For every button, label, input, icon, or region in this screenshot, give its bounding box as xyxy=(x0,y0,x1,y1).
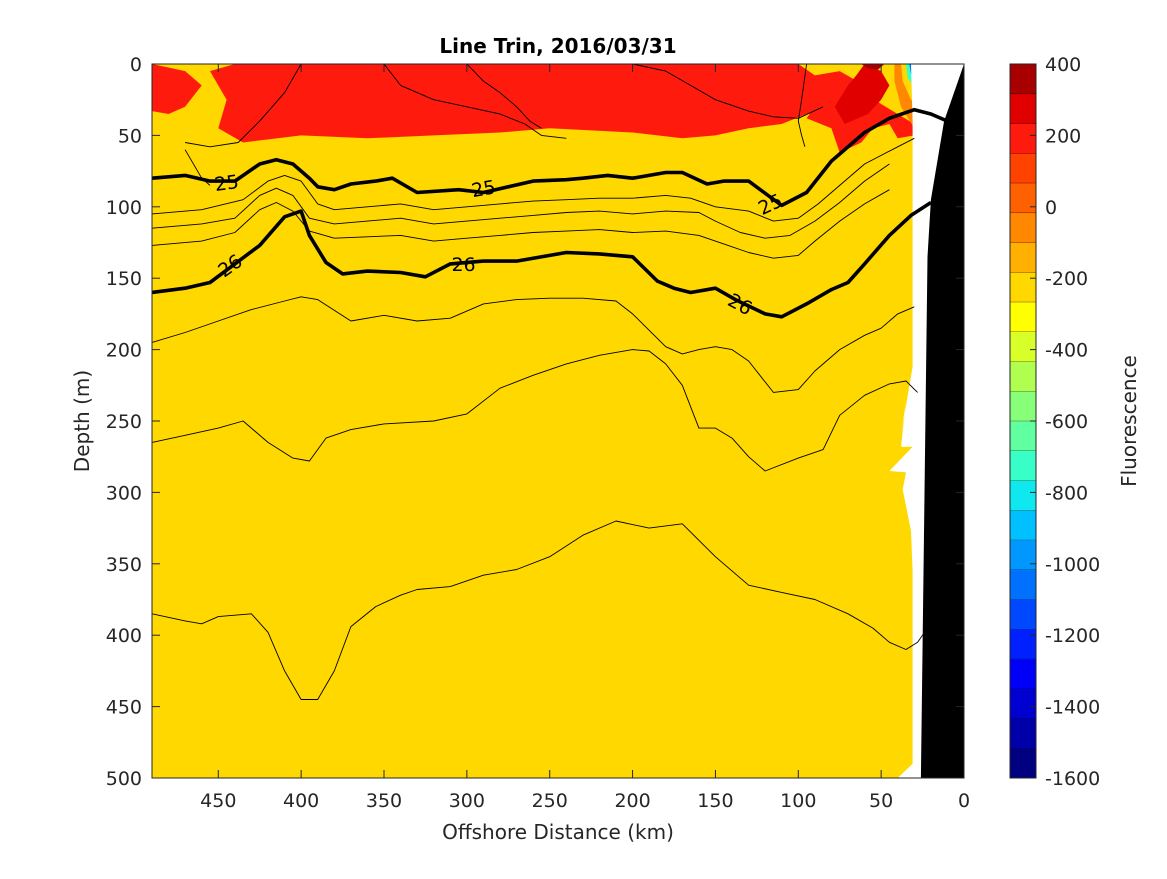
y-tick-label-6: 300 xyxy=(106,482,142,504)
colorbar-swatch-4 xyxy=(1010,629,1036,660)
colorbar-tick-label-5: -600 xyxy=(1045,411,1088,433)
x-tick-label-5: 200 xyxy=(614,790,650,812)
y-tick-label-2: 100 xyxy=(106,197,142,219)
colorbar-swatch-17 xyxy=(1010,242,1036,273)
x-axis-label: Offshore Distance (km) xyxy=(442,820,674,844)
y-tick-label-9: 450 xyxy=(106,697,142,719)
x-tick-label-4: 250 xyxy=(532,790,568,812)
colorbar-swatch-7 xyxy=(1010,540,1036,571)
seafloor xyxy=(920,64,964,778)
isopycnal-contour-6 xyxy=(152,349,918,472)
isopycnal-contour-7 xyxy=(152,520,928,700)
colorbar-swatch-1 xyxy=(1010,718,1036,749)
colorbar-swatch-21 xyxy=(1010,123,1036,154)
colorbar-tick-label-7: -1000 xyxy=(1045,554,1100,576)
y-tick-label-1: 50 xyxy=(118,125,142,147)
colorbar-tick-label-8: -1200 xyxy=(1045,625,1100,647)
x-tick-label-9: 0 xyxy=(958,790,970,812)
isopycnal-contour-3 xyxy=(152,163,890,239)
colorbar-tick-label-3: -200 xyxy=(1045,268,1088,290)
colorbar-swatch-22 xyxy=(1010,93,1036,124)
colorbar-tick-label-2: 0 xyxy=(1045,197,1057,219)
colorbar-label: Fluorescence xyxy=(1117,355,1141,487)
x-tick-label-8: 50 xyxy=(869,790,893,812)
isopycnal-contour-10 xyxy=(383,64,567,139)
fill-region-4 xyxy=(861,64,885,70)
x-tick-label-2: 350 xyxy=(366,790,402,812)
contour-label-4: 26 xyxy=(451,254,475,276)
isopycnal-contour-13 xyxy=(797,64,808,147)
isopycnal-contour-8 xyxy=(184,149,211,186)
colorbar-swatch-8 xyxy=(1010,510,1036,541)
colorbar-swatch-0 xyxy=(1010,748,1036,779)
axes: 450 400 350 300 250 200 150 100 50 00501001502002… xyxy=(106,54,970,812)
isopycnal-contour-1 xyxy=(152,200,932,319)
y-tick-label-3: 150 xyxy=(106,268,142,290)
colorbar-swatch-12 xyxy=(1010,391,1036,422)
colorbar-swatch-2 xyxy=(1010,688,1036,719)
fill-region-2 xyxy=(806,92,915,153)
colorbar-swatch-11 xyxy=(1010,421,1036,452)
colorbar-swatch-14 xyxy=(1010,331,1036,362)
colorbar-swatch-18 xyxy=(1010,212,1036,243)
isopycnal-contour-5 xyxy=(152,296,915,393)
contour-label-0: 25 xyxy=(213,171,240,196)
chart-title: Line Trin, 2016/03/31 xyxy=(439,34,676,58)
isopycnal-contour-0 xyxy=(152,107,958,208)
colorbar-swatch-23 xyxy=(1010,64,1036,95)
contour-label-1: 25 xyxy=(470,176,498,202)
fill-region-0 xyxy=(152,64,202,114)
colorbar-swatch-5 xyxy=(1010,599,1036,630)
y-tick-label-10: 500 xyxy=(106,768,142,790)
fill-region-3 xyxy=(834,64,890,124)
colorbar-swatch-9 xyxy=(1010,480,1036,511)
x-tick-label-7: 100 xyxy=(780,790,816,812)
y-tick-label-5: 250 xyxy=(106,411,142,433)
isopycnal-contour-9 xyxy=(185,64,302,148)
colorbar-swatch-3 xyxy=(1010,659,1036,690)
colorbar: 400 200 0 -200 -400 -600 -800 -1000 -1200 -1400 -1… xyxy=(1009,54,1100,790)
colorbar-swatch-13 xyxy=(1010,361,1036,392)
x-tick-label-1: 400 xyxy=(283,790,319,812)
y-tick-label-8: 400 xyxy=(106,625,142,647)
y-tick-label-7: 350 xyxy=(106,554,142,576)
x-tick-label-0: 450 xyxy=(200,790,236,812)
colorbar-tick-label-4: -400 xyxy=(1045,340,1088,362)
colorbar-swatch-16 xyxy=(1010,272,1036,303)
y-axis-label: Depth (m) xyxy=(70,370,94,472)
isopycnal-contour-12 xyxy=(466,64,542,129)
colorbar-swatch-20 xyxy=(1010,153,1036,184)
y-tick-label-4: 200 xyxy=(106,340,142,362)
colorbar-tick-label-10: -1600 xyxy=(1045,768,1100,790)
colorbar-tick-label-1: 200 xyxy=(1045,125,1081,147)
colorbar-swatch-15 xyxy=(1010,302,1036,333)
colorbar-tick-label-6: -800 xyxy=(1045,482,1088,504)
isopycnal-contour-2 xyxy=(152,137,915,222)
y-tick-label-0: 0 xyxy=(130,54,142,76)
x-tick-label-3: 300 xyxy=(449,790,485,812)
fill-region-1 xyxy=(210,64,865,143)
isopycnal-contour-4 xyxy=(152,189,890,259)
isopycnal-contour-11 xyxy=(632,64,824,119)
colorbar-tick-label-9: -1400 xyxy=(1045,697,1100,719)
fill-background xyxy=(152,64,964,778)
colorbar-swatch-10 xyxy=(1010,450,1036,481)
x-tick-label-6: 150 xyxy=(697,790,733,812)
colorbar-swatch-19 xyxy=(1010,183,1036,214)
colorbar-swatch-6 xyxy=(1010,569,1036,600)
colorbar-tick-label-0: 400 xyxy=(1045,54,1081,76)
